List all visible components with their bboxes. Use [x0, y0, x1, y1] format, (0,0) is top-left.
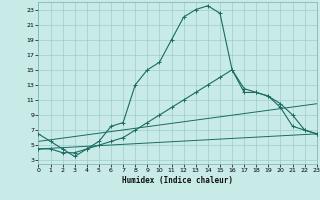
X-axis label: Humidex (Indice chaleur): Humidex (Indice chaleur)	[122, 176, 233, 185]
